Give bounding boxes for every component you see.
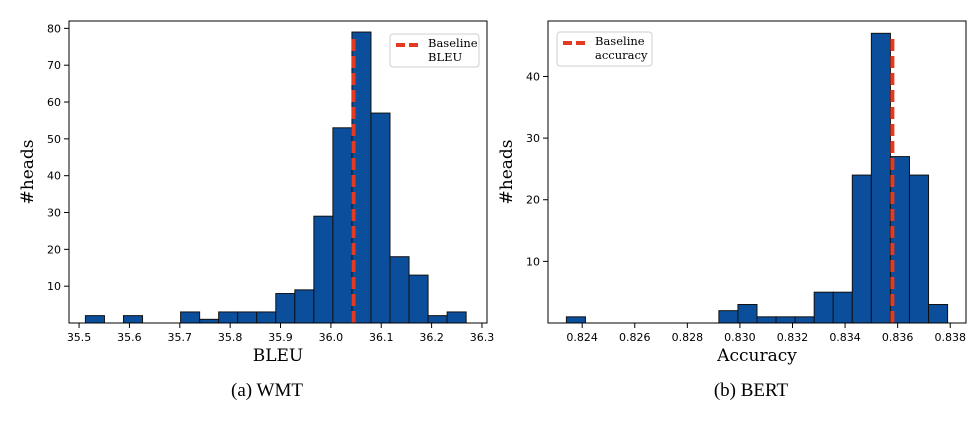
histogram-bars-wmt xyxy=(84,31,467,324)
x-tick-label: 0.832 xyxy=(777,331,809,344)
histogram-bars-bert xyxy=(565,32,949,324)
x-tick-label: 35.8 xyxy=(218,331,243,344)
y-tick-label: 40 xyxy=(47,170,61,183)
panel-wmt: 35.5 35.6 35.7 35.8 35.9 36.0 36.1 36.2 36.3 10 2… xyxy=(18,20,494,401)
histogram-bar xyxy=(332,127,353,324)
histogram-bar xyxy=(565,316,586,324)
histogram-bar xyxy=(408,274,429,324)
x-tick-label: 0.838 xyxy=(934,331,966,344)
legend-box-bert xyxy=(556,31,653,67)
x-tick-label: 0.830 xyxy=(724,331,756,344)
y-axis-label-wmt: #heads xyxy=(18,140,38,205)
plot-frame-bert xyxy=(547,20,967,324)
x-tick-label: 0.828 xyxy=(672,331,704,344)
y-tick-label: 50 xyxy=(47,133,61,146)
caption-bert: (b) BERT xyxy=(714,380,789,401)
legend-label-line2-bert: accuracy xyxy=(595,48,648,62)
x-axis-ticks-wmt: 35.5 35.6 35.7 35.8 35.9 36.0 36.1 36.2 36.3 xyxy=(67,323,494,344)
histogram-bar xyxy=(794,316,815,324)
legend-label-line2-wmt: BLEU xyxy=(428,50,462,64)
legend-label-line1-bert: Baseline xyxy=(595,34,645,48)
x-tick-label: 0.836 xyxy=(882,331,914,344)
y-tick-label: 70 xyxy=(47,59,61,72)
histogram-bar xyxy=(218,311,239,324)
histogram-bar xyxy=(737,304,758,324)
legend-box-wmt xyxy=(389,33,480,68)
y-tick-label: 20 xyxy=(47,243,61,256)
y-tick-label: 30 xyxy=(526,132,540,145)
legend-label-line1-wmt: Baseline xyxy=(428,36,478,50)
y-tick-label: 30 xyxy=(47,207,61,220)
histogram-bar xyxy=(122,315,144,324)
histogram-bar xyxy=(870,32,891,324)
histogram-bar xyxy=(256,311,277,324)
plot-frame-wmt xyxy=(68,20,488,324)
y-tick-label: 40 xyxy=(526,70,540,83)
y-tick-label: 10 xyxy=(47,280,61,293)
x-tick-label: 36.1 xyxy=(369,331,394,344)
histogram-bar xyxy=(313,215,334,324)
x-tick-label: 35.9 xyxy=(268,331,293,344)
histogram-bar xyxy=(180,311,201,324)
histogram-bar xyxy=(908,174,930,324)
panel-bert: 0.824 0.826 0.828 0.830 0.832 0.834 0.836 0.838… xyxy=(497,20,967,401)
histogram-bar xyxy=(237,311,258,324)
x-tick-label: 36.2 xyxy=(419,331,444,344)
legend-bert: Baseline accuracy xyxy=(556,31,653,67)
x-tick-label: 35.6 xyxy=(117,331,142,344)
histogram-bar xyxy=(199,318,220,324)
y-tick-label: 10 xyxy=(526,255,540,268)
x-tick-label: 36.3 xyxy=(470,331,495,344)
histogram-bar xyxy=(446,311,467,324)
histogram-bar xyxy=(832,291,853,324)
histogram-bar xyxy=(427,315,448,324)
x-tick-label: 0.834 xyxy=(829,331,861,344)
histogram-bar xyxy=(370,112,391,324)
legend-wmt: Baseline BLEU xyxy=(389,33,480,68)
x-tick-label: 35.7 xyxy=(168,331,193,344)
histogram-bar xyxy=(294,289,315,324)
x-axis-ticks-bert: 0.824 0.826 0.828 0.830 0.832 0.834 0.836 0.838 xyxy=(566,323,966,344)
x-tick-label: 35.5 xyxy=(67,331,92,344)
caption-wmt: (a) WMT xyxy=(231,380,303,401)
histogram-bar xyxy=(813,291,834,324)
y-tick-label: 20 xyxy=(526,194,540,207)
histogram-bar xyxy=(851,174,872,324)
histogram-bar xyxy=(775,316,796,324)
histogram-bar xyxy=(718,310,739,324)
x-tick-label: 0.824 xyxy=(566,331,598,344)
histogram-bar xyxy=(928,304,949,324)
y-axis-label-bert: #heads xyxy=(497,140,517,205)
y-tick-label: 80 xyxy=(47,22,61,35)
histogram-bar xyxy=(84,315,105,324)
x-tick-label: 0.826 xyxy=(619,331,651,344)
y-axis-ticks-wmt: 10 20 30 40 50 60 70 80 xyxy=(47,22,69,293)
histogram-bar xyxy=(756,316,777,324)
histogram-bar xyxy=(275,293,296,324)
x-tick-label: 36.0 xyxy=(319,331,344,344)
y-tick-label: 60 xyxy=(47,96,61,109)
x-axis-label-wmt: BLEU xyxy=(253,346,304,366)
y-axis-ticks-bert: 10 20 30 40 xyxy=(526,70,548,268)
x-axis-label-bert: Accuracy xyxy=(716,346,797,366)
histogram-bar xyxy=(389,256,410,324)
